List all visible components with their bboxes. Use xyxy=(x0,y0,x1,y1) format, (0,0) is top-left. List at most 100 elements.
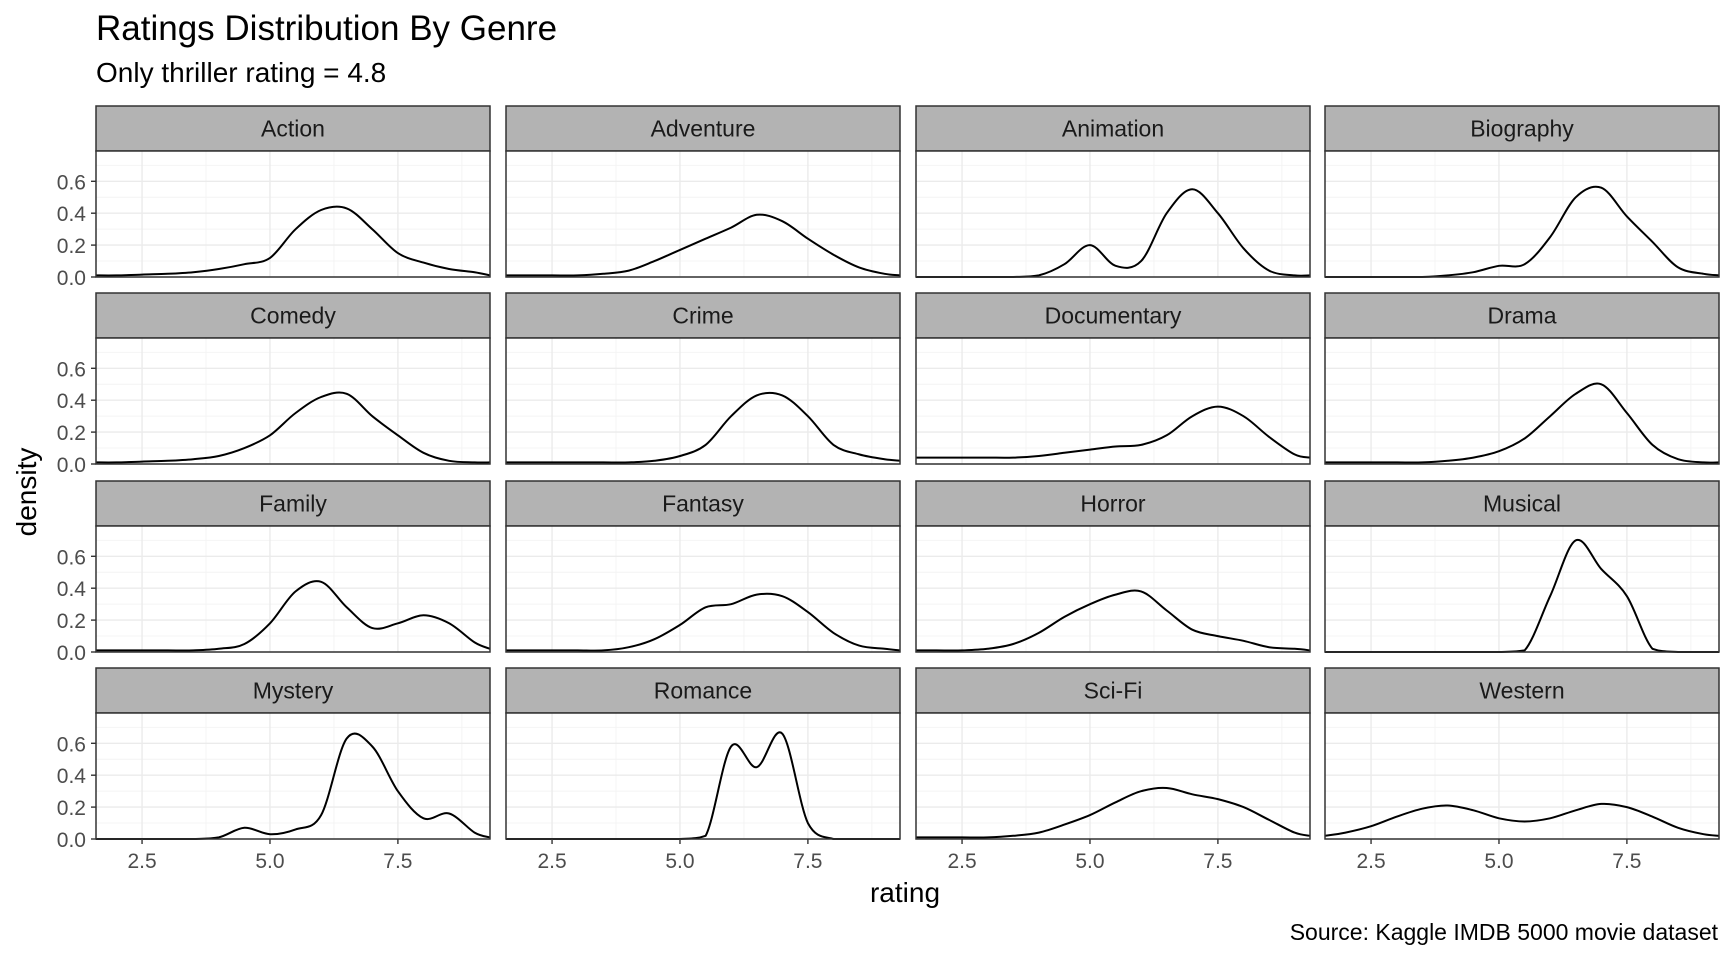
facet-strip-label: Musical xyxy=(1483,491,1561,517)
facet-strip xyxy=(1324,292,1720,339)
facet-strip xyxy=(1324,105,1720,152)
facet-strip xyxy=(1324,667,1720,714)
facet-drama: Drama xyxy=(1324,292,1720,465)
y-tick-label: 0.2 xyxy=(57,797,86,820)
facet-strip-label: Fantasy xyxy=(662,491,744,517)
panel-background xyxy=(506,338,900,464)
facet-strip xyxy=(95,292,491,339)
density-line-horror xyxy=(916,589,1311,652)
x-tick-label: 7.5 xyxy=(383,850,412,873)
y-tick-label: 0.6 xyxy=(57,733,86,756)
facet-strip-label: Drama xyxy=(1487,303,1556,329)
density-line-family xyxy=(96,580,491,652)
x-tick-label: 2.5 xyxy=(127,850,156,873)
x-tick-label: 2.5 xyxy=(537,850,566,873)
y-tick-label: 0.4 xyxy=(57,578,87,601)
facet-strip-label: Comedy xyxy=(250,303,336,329)
x-tick-label: 7.5 xyxy=(1612,850,1641,873)
facet-strip-label: Adventure xyxy=(651,116,756,142)
density-line-western xyxy=(1324,802,1720,837)
panel-background xyxy=(96,526,490,652)
y-tick-label: 0.0 xyxy=(57,454,86,477)
x-tick-label: 2.5 xyxy=(947,850,976,873)
x-axis-label: rating xyxy=(870,877,940,908)
facet-strip xyxy=(505,667,901,714)
y-tick-label: 0.0 xyxy=(57,642,86,665)
facet-panels: Action Adventure Animation Biography Comedy C… xyxy=(95,105,1720,840)
facet-strip xyxy=(915,480,1311,527)
panel-border xyxy=(95,525,491,653)
x-tick-label: 5.0 xyxy=(1484,850,1513,873)
panel-background xyxy=(1325,338,1719,464)
panel-border xyxy=(505,525,901,653)
facet-strip xyxy=(915,292,1311,339)
facet-strip xyxy=(95,667,491,714)
facet-action: Action xyxy=(95,105,491,278)
facet-strip-label: Family xyxy=(259,491,327,517)
facet-strip xyxy=(505,480,901,527)
density-line-adventure xyxy=(506,213,901,277)
facet-comedy: Comedy xyxy=(95,292,491,465)
panel-background xyxy=(1325,526,1719,652)
density-line-comedy xyxy=(95,391,491,464)
panel-border xyxy=(505,337,901,465)
facet-adventure: Adventure xyxy=(505,105,901,278)
facet-strip-label: Action xyxy=(261,116,325,142)
x-tick-label: 5.0 xyxy=(665,850,694,873)
y-tick-label: 0.2 xyxy=(57,422,86,445)
y-axes: 0.0 0.2 0.4 0.6 0.0 0.2 0.4 0.6 0.0 0.2 0.4 0.6 0.0 0… xyxy=(57,171,96,852)
facet-documentary: Documentary xyxy=(915,292,1311,465)
panel-background xyxy=(1325,151,1719,277)
facet-musical: Musical xyxy=(1324,480,1720,653)
panel-border xyxy=(915,525,1311,653)
chart-caption: Source: Kaggle IMDB 5000 movie dataset xyxy=(1289,919,1718,945)
y-tick-label: 0.4 xyxy=(57,203,87,226)
facet-romance: Romance xyxy=(505,667,901,840)
panel-border xyxy=(505,150,901,278)
y-tick-label: 0.4 xyxy=(57,765,87,788)
facet-strip-label: Mystery xyxy=(253,678,334,704)
y-tick-label: 0.4 xyxy=(57,390,87,413)
panel-background xyxy=(506,526,900,652)
panel-background xyxy=(96,151,490,277)
density-line-documentary xyxy=(916,405,1311,459)
density-line-drama xyxy=(1325,382,1720,464)
panel-background xyxy=(96,338,490,464)
panel-border xyxy=(95,150,491,278)
facet-crime: Crime xyxy=(505,292,901,465)
panel-border xyxy=(1324,337,1720,465)
facet-strip xyxy=(95,480,491,527)
facet-horror: Horror xyxy=(915,480,1311,653)
panel-background xyxy=(96,713,490,839)
facet-strip-label: Horror xyxy=(1080,491,1146,517)
density-line-sci-fi xyxy=(916,786,1311,839)
panel-border xyxy=(915,712,1311,840)
density-line-action xyxy=(95,205,491,277)
facet-strip xyxy=(915,105,1311,152)
panel-background xyxy=(916,338,1310,464)
panel-background xyxy=(916,151,1310,277)
y-tick-label: 0.6 xyxy=(57,546,86,569)
panel-border xyxy=(1324,525,1720,653)
facet-animation: Animation xyxy=(915,105,1311,278)
panel-background xyxy=(916,713,1310,839)
facet-family: Family xyxy=(95,480,491,653)
panel-border xyxy=(915,337,1311,465)
facet-western: Western xyxy=(1324,667,1720,840)
y-tick-label: 0.6 xyxy=(57,171,86,194)
facet-strip-label: Animation xyxy=(1062,116,1164,142)
facet-mystery: Mystery xyxy=(95,667,491,840)
y-tick-label: 0.2 xyxy=(57,610,86,633)
facet-strip xyxy=(915,667,1311,714)
x-axes: 2.5 5.0 7.5 2.5 5.0 7.5 2.5 5.0 7.5 2.5 5.0 7.5 xyxy=(127,839,1641,873)
y-tick-label: 0.0 xyxy=(57,267,86,290)
x-tick-label: 7.5 xyxy=(1203,850,1232,873)
x-tick-label: 2.5 xyxy=(1356,850,1385,873)
y-axis-label: density xyxy=(11,448,42,537)
chart-subtitle: Only thriller rating = 4.8 xyxy=(96,57,387,88)
panel-border xyxy=(95,337,491,465)
facet-strip-label: Romance xyxy=(654,678,752,704)
facet-strip xyxy=(505,105,901,152)
facet-fantasy: Fantasy xyxy=(505,480,901,653)
